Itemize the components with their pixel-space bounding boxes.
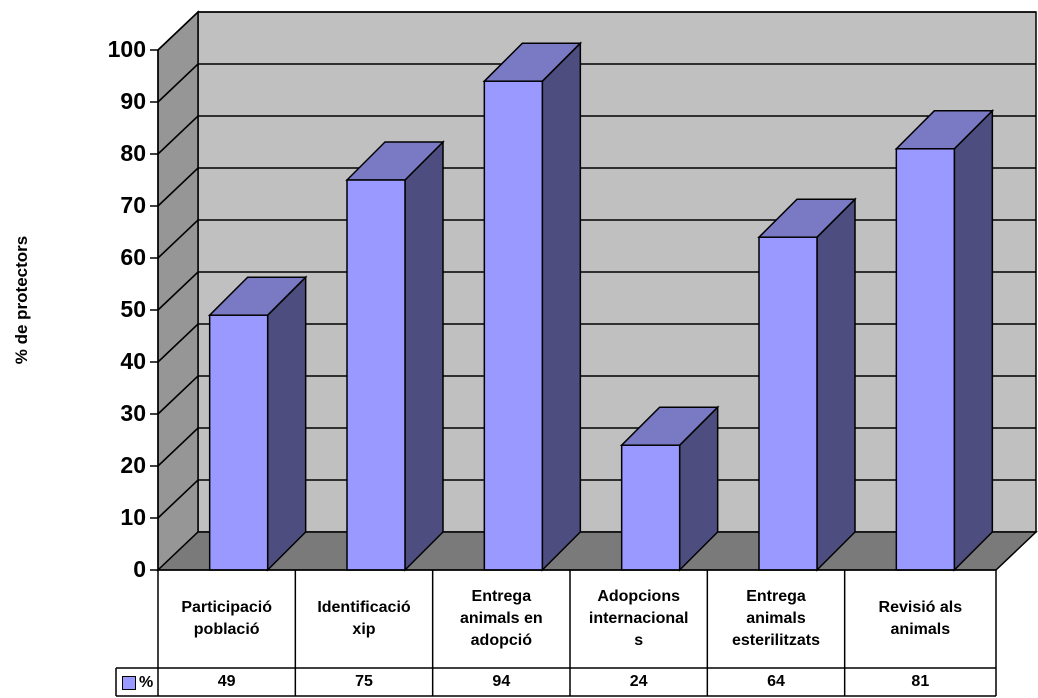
bar-3 [482, 41, 583, 572]
data-table-value: 64 [767, 673, 785, 690]
category-label-line: esterilitzats [731, 632, 821, 649]
value-axis [150, 49, 159, 571]
bar-front [620, 444, 681, 571]
y-tick-label: 0 [133, 556, 146, 582]
y-tick-label: 60 [120, 244, 146, 270]
bar-4 [619, 405, 720, 572]
category-label-line: Entrega [746, 588, 806, 605]
category-label-line: xip [352, 621, 376, 638]
bar-1 [207, 275, 308, 572]
category-label-line: Adopcions [597, 588, 680, 605]
bar-front [895, 148, 956, 571]
gridline [157, 219, 1036, 259]
y-tick-label: 40 [120, 348, 146, 374]
bar-side [816, 197, 856, 572]
category-label-lines: Entrega animals en adopció [460, 586, 543, 652]
gridline [157, 63, 1036, 103]
y-tick-label: 10 [120, 504, 146, 530]
bar-2 [345, 140, 445, 572]
bar-side [404, 140, 444, 572]
y-tick-label: 80 [120, 140, 146, 166]
category-label-line: adopció [470, 632, 532, 649]
data-table-lines [115, 569, 997, 697]
category-label-line: població [193, 621, 260, 638]
category-label-lines: Participació població [181, 597, 272, 641]
category-label: Identificació xip [295, 570, 432, 668]
legend: % [118, 670, 153, 696]
y-tick-label: 100 [107, 36, 146, 62]
bar-5 [757, 197, 857, 572]
category-label-line: animals [746, 610, 806, 627]
category-label-lines: Adopcions internacional s [589, 586, 689, 652]
bar-side [266, 275, 307, 572]
category-label-lines: Revisió als animals [879, 597, 963, 641]
gridline [157, 323, 1036, 363]
y-tick-label: 70 [120, 192, 146, 218]
y-tick-label: 20 [120, 452, 146, 478]
category-label: Participació població [158, 570, 295, 668]
gridline [157, 479, 1036, 519]
category-label-line: Revisió als [878, 599, 963, 616]
legend-series-name: % [139, 674, 154, 691]
y-tick-label: 50 [120, 296, 146, 322]
gridline [157, 271, 1036, 311]
category-label: Revisió als animals [845, 570, 996, 668]
category-label-line: Entrega [471, 588, 532, 605]
y-axis-label-text: % de protectors [12, 235, 31, 365]
bar-6 [894, 108, 995, 572]
category-label-line: animals en [459, 610, 543, 627]
y-tick-label: 90 [120, 88, 146, 114]
data-table-value: 24 [629, 673, 648, 690]
category-label-line: internacional [588, 610, 689, 627]
category-label: Entrega animals esterilitzats [707, 570, 844, 668]
bar-side [953, 108, 994, 572]
bar-front [346, 179, 406, 571]
bar-side [541, 41, 582, 572]
y-tick-label: 30 [120, 400, 146, 426]
data-table-value: 94 [492, 673, 511, 690]
gridline [157, 427, 1036, 467]
category-label-lines: Entrega animals esterilitzats [732, 586, 820, 652]
category-label-lines: Identificació xip [317, 597, 410, 641]
category-label-line: animals [890, 621, 951, 638]
category-label: Adopcions internacional s [570, 570, 707, 668]
bar-front [758, 236, 818, 571]
bars [207, 41, 995, 572]
bar-front [483, 80, 544, 571]
category-label-line: Identificació [317, 599, 411, 616]
data-table-value: 81 [911, 673, 930, 690]
legend-swatch [122, 676, 136, 690]
data-table-value: 75 [355, 673, 373, 690]
gridline [157, 375, 1036, 415]
category-label: Entrega animals en adopció [433, 570, 570, 668]
category-label-line: Participació [181, 599, 273, 616]
gridlines [157, 11, 1036, 519]
gridline [157, 11, 1036, 51]
gridline [157, 115, 1036, 155]
gridline [157, 167, 1036, 207]
bar-front [208, 314, 269, 571]
category-label-line: s [634, 632, 644, 649]
data-table-value: 49 [217, 673, 236, 690]
